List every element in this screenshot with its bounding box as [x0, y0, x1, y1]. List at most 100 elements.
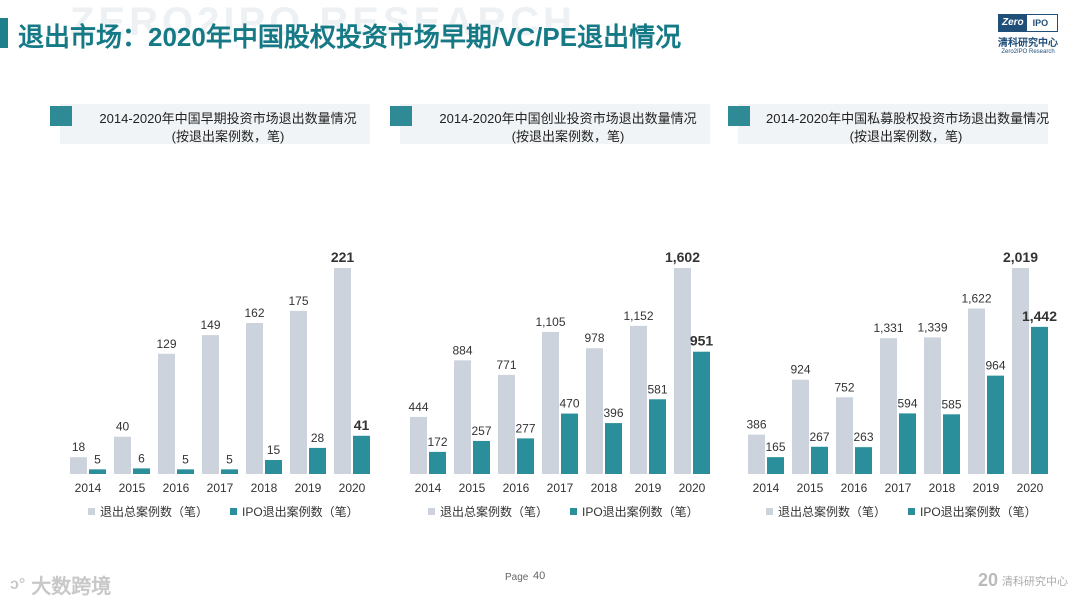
bar-total-2020	[1012, 268, 1029, 474]
label-ipo-2019: 581	[647, 382, 667, 396]
chart-header: 2014-2020年中国创业投资市场退出数量情况 (按退出案例数，笔)	[390, 104, 710, 144]
label-total-2019: 1,622	[961, 292, 991, 306]
footer-brand: ↄ° 大数跨境	[10, 570, 111, 599]
label-total-2016: 752	[834, 380, 854, 394]
chart-panel-vc: 2014-2020年中国创业投资市场退出数量情况 (按退出案例数，笔) 444 1…	[390, 104, 720, 544]
x-tick-2019: 2019	[635, 481, 662, 495]
bar-ipo-2018	[605, 423, 622, 474]
bar-total-2019	[630, 325, 647, 474]
x-tick-2018: 2018	[591, 481, 618, 495]
label-ipo-2014: 172	[427, 435, 447, 449]
page-number: 40	[533, 570, 546, 582]
label-ipo-2015: 6	[138, 451, 145, 465]
watermark-text: ZERO2IPO RESEARCH	[70, 0, 576, 44]
footer-20-mark: 20	[978, 570, 999, 590]
legend-swatch-ipo	[570, 508, 577, 515]
legend-label-total: 退出总案例数（笔）	[100, 504, 208, 519]
bar-total-2020	[334, 268, 351, 474]
legend-swatch-total	[428, 508, 435, 515]
bar-total-2014	[748, 434, 765, 474]
bar-ipo-2014	[89, 469, 106, 474]
chart-panel-pe: 2014-2020年中国私募股权投资市场退出数量情况 (按退出案例数，笔) 38…	[728, 104, 1058, 544]
x-tick-2016: 2016	[163, 481, 190, 495]
bar-ipo-2020	[353, 435, 370, 474]
legend-swatch-ipo	[908, 508, 915, 515]
x-tick-2014: 2014	[75, 481, 102, 495]
label-total-2020: 1,602	[665, 249, 700, 265]
footer-right-logo: 20 清科研究中心	[978, 570, 1068, 591]
logo-box: Zero IPO	[998, 14, 1058, 32]
bar-ipo-2016	[855, 447, 872, 474]
x-tick-2019: 2019	[295, 481, 322, 495]
label-total-2018: 978	[584, 331, 604, 345]
label-ipo-2018: 15	[267, 443, 281, 457]
header-square-icon	[390, 106, 412, 126]
label-ipo-2019: 964	[985, 359, 1005, 373]
chart-title: 2014-2020年中国创业投资市场退出数量情况	[439, 111, 697, 126]
bar-ipo-2014	[429, 451, 446, 474]
x-tick-2014: 2014	[753, 481, 780, 495]
bar-total-2015	[114, 436, 131, 474]
label-total-2018: 1,339	[917, 320, 947, 334]
label-total-2017: 1,331	[873, 321, 903, 335]
bar-total-2017	[542, 331, 559, 474]
bar-total-2016	[836, 397, 853, 474]
chart-title: 2014-2020年中国私募股权投资市场退出数量情况	[766, 111, 1050, 126]
brand-mark-icon: ↄ°	[10, 575, 26, 593]
bar-total-2018	[246, 322, 263, 474]
label-total-2016: 771	[496, 358, 516, 372]
legend-label-ipo: IPO退出案例数（笔）	[920, 504, 1037, 519]
x-tick-2016: 2016	[841, 481, 868, 495]
bar-total-2015	[792, 379, 809, 474]
label-ipo-2015: 257	[471, 424, 491, 438]
logo-cn-text: 清科研究中心	[998, 38, 1058, 49]
label-total-2016: 129	[156, 337, 176, 351]
legend-swatch-ipo	[230, 508, 237, 515]
x-tick-2016: 2016	[503, 481, 530, 495]
label-ipo-2020: 41	[354, 417, 370, 433]
x-tick-2015: 2015	[119, 481, 146, 495]
bar-total-2019	[290, 310, 307, 474]
bar-ipo-2017	[221, 469, 238, 474]
bar-ipo-2016	[177, 469, 194, 474]
bar-chart-pe: 386 165 2014 924 267 2015 752 263 2016 1,331 594 20…	[746, 249, 1057, 519]
x-tick-2015: 2015	[797, 481, 824, 495]
label-ipo-2018: 585	[941, 397, 961, 411]
label-ipo-2017: 470	[559, 397, 579, 411]
zero2ipo-logo: Zero IPO 清科研究中心 Zero2IPO Research	[992, 14, 1064, 56]
label-ipo-2016: 263	[853, 430, 873, 444]
chart-header: 2014-2020年中国私募股权投资市场退出数量情况 (按退出案例数，笔)	[728, 104, 1050, 144]
bar-ipo-2020	[1031, 326, 1048, 474]
x-tick-2017: 2017	[885, 481, 912, 495]
bar-ipo-2019	[987, 375, 1004, 474]
bar-ipo-2017	[899, 413, 916, 474]
bar-total-2014	[70, 457, 87, 474]
bar-total-2018	[924, 337, 941, 474]
x-tick-2018: 2018	[251, 481, 278, 495]
x-tick-2017: 2017	[207, 481, 234, 495]
x-tick-2015: 2015	[459, 481, 486, 495]
label-ipo-2014: 165	[765, 440, 785, 454]
x-tick-2018: 2018	[929, 481, 956, 495]
bar-ipo-2020	[693, 351, 710, 474]
header-square-icon	[50, 106, 72, 126]
bar-ipo-2014	[767, 457, 784, 474]
legend-label-total: 退出总案例数（笔）	[440, 504, 548, 519]
label-ipo-2020: 951	[690, 333, 714, 349]
label-total-2017: 149	[200, 318, 220, 332]
bar-ipo-2017	[561, 413, 578, 474]
x-tick-2019: 2019	[973, 481, 1000, 495]
bar-ipo-2015	[473, 440, 490, 474]
label-ipo-2016: 5	[182, 452, 189, 466]
chart-panel-early: 2014-2020年中国早期投资市场退出数量情况 (按退出案例数，笔) 18 5 2…	[50, 104, 380, 544]
label-total-2019: 175	[288, 294, 308, 308]
x-tick-2017: 2017	[547, 481, 574, 495]
page-label: Page	[505, 572, 529, 583]
bar-total-2016	[498, 374, 515, 474]
label-total-2015: 884	[452, 343, 472, 357]
label-total-2020: 221	[331, 249, 355, 265]
label-ipo-2015: 267	[809, 430, 829, 444]
chart-subtitle: (按退出案例数，笔)	[171, 129, 285, 144]
label-ipo-2018: 396	[603, 406, 623, 420]
header-square-icon	[728, 106, 750, 126]
